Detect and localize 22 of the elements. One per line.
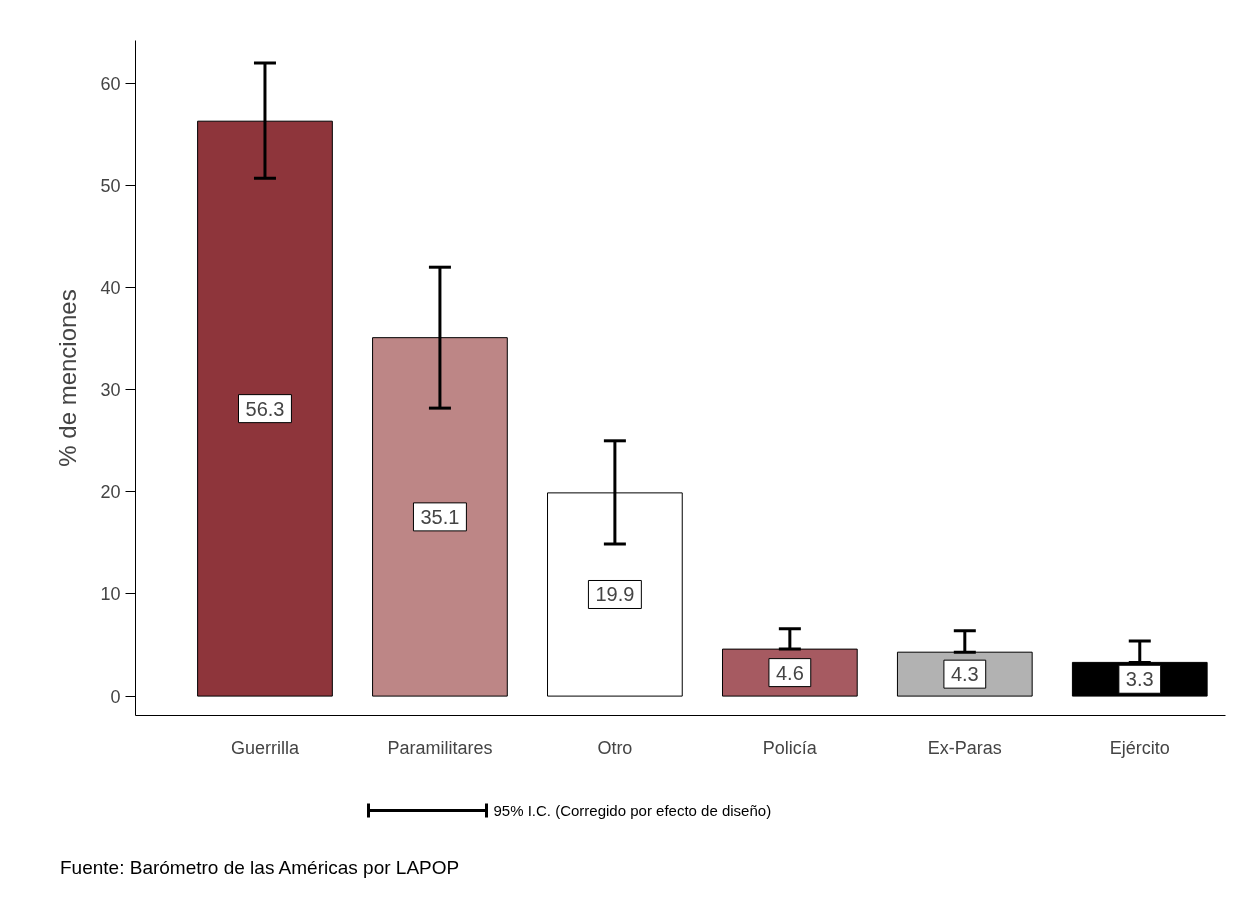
data-label: 19.9 [595, 583, 635, 606]
x-tick-label: Guerrilla [230, 737, 300, 758]
y-tick-label: 50 [100, 176, 121, 197]
y-tick-label: 10 [100, 584, 121, 605]
x-tick-label: Otro [597, 737, 633, 758]
y-axis-title: % de menciones [54, 289, 82, 467]
y-tick-label: 20 [100, 482, 121, 503]
x-tick-label: Paramilitares [387, 737, 493, 758]
y-tick-label: 60 [100, 73, 121, 94]
text: 95% I.C. (Corregido por efecto de diseño) [493, 802, 772, 819]
data-label: 4.3 [950, 663, 979, 686]
y-tick-label: 0 [110, 686, 121, 707]
source-note: Fuente: Barómetro de las Américas por LAPOP [60, 856, 460, 880]
x-tick-label: Ejército [1109, 737, 1170, 758]
x-tick-label: Ex-Paras [927, 737, 1002, 758]
y-tick-label: 30 [100, 380, 121, 401]
x-tick-label: Policía [762, 737, 818, 758]
data-label: 35.1 [420, 505, 460, 528]
data-label: 56.3 [245, 397, 285, 420]
data-label: 3.3 [1125, 668, 1154, 691]
data-label: 4.6 [775, 661, 804, 684]
y-tick-label: 40 [100, 278, 121, 299]
